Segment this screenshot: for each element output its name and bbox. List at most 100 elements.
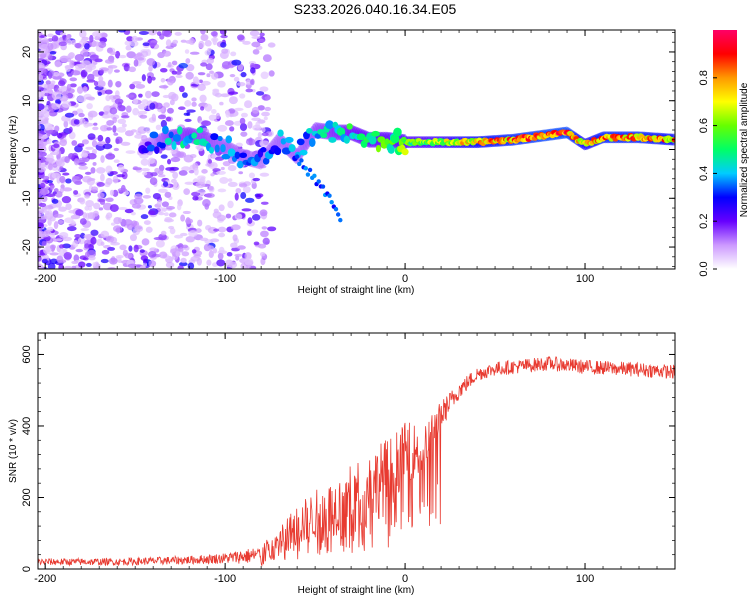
heatmap-ridge-cell (262, 157, 270, 165)
heatmap-noise-cell (69, 60, 75, 69)
heatmap-noise-cell (248, 172, 256, 179)
heatmap-branch-cell (312, 173, 317, 179)
heatmap-noise-cell (237, 34, 245, 41)
colorbar-tick-label: 0.8 (698, 70, 710, 85)
heatmap-noise-cell (154, 102, 163, 110)
heatmap-noise-cell (64, 112, 75, 118)
heatmap-noise-cell (140, 50, 149, 58)
heatmap-noise-cell (260, 201, 269, 205)
heatmap-noise-cell (233, 76, 240, 82)
y-tick-label: 0 (21, 566, 33, 572)
colorbar-tick-label: 0.4 (698, 166, 710, 181)
heatmap-noise-cell (116, 174, 126, 178)
heatmap-noise-cell (133, 55, 143, 60)
heatmap-noise-cell (198, 79, 203, 83)
heatmap-noise-cell (116, 126, 127, 133)
heatmap-noise-cell (248, 137, 253, 146)
heatmap-noise-cell (79, 218, 87, 225)
heatmap-noise-cell (207, 226, 218, 234)
heatmap-noise-cell (47, 71, 53, 79)
heatmap-noise-cell (151, 91, 160, 97)
heatmap-noise-cell (156, 200, 163, 206)
heatmap-branch-cell (299, 158, 304, 163)
heatmap-noise-cell (107, 79, 113, 88)
heatmap-noise-cell (172, 39, 179, 45)
heatmap-noise-cell (124, 40, 132, 46)
y-tick-label: -10 (21, 190, 33, 206)
heatmap-noise-cell (58, 41, 67, 47)
heatmap-ridge-cell (320, 132, 328, 139)
heatmap-noise-cell (238, 183, 248, 188)
heatmap-noise-cell (208, 185, 214, 191)
heatmap-noise-cell (250, 78, 255, 86)
heatmap-noise-cell (62, 91, 68, 95)
heatmap-noise-cell (118, 105, 126, 112)
heatmap-noise-cell (38, 202, 47, 208)
heatmap-noise-cell (263, 116, 268, 121)
heatmap-noise-cell (207, 245, 215, 251)
heatmap-noise-cell (45, 193, 56, 198)
heatmap-noise-cell (247, 217, 253, 224)
heatmap-noise-cell (221, 48, 229, 54)
heatmap-noise-cell (212, 88, 220, 93)
heatmap-noise-cell (238, 171, 244, 175)
heatmap-ridge-cell (159, 142, 166, 149)
heatmap-noise-cell (92, 262, 97, 267)
heatmap-ridge-cell (325, 120, 334, 130)
heatmap-noise-cell (112, 125, 117, 133)
heatmap-noise-cell (220, 34, 228, 39)
heatmap-noise-cell (82, 175, 92, 183)
heatmap-noise-cell (134, 225, 144, 232)
heatmap-ridge-cell (162, 125, 169, 135)
heatmap-noise-cell (119, 244, 127, 251)
heatmap-noise-cell (89, 34, 94, 43)
heatmap-noise-cell (210, 31, 218, 37)
heatmap-noise-cell (257, 105, 265, 111)
heatmap-noise-cell (143, 258, 148, 264)
heatmap-noise-cell (191, 97, 197, 102)
heatmap-noise-cell (60, 184, 65, 189)
heatmap-noise-cell (147, 205, 152, 209)
heatmap-noise-cell (140, 158, 149, 166)
heatmap-noise-cell (58, 263, 64, 269)
heatmap-noise-cell (224, 259, 234, 268)
heatmap-noise-cell (184, 49, 190, 54)
heatmap-noise-cell (150, 172, 158, 177)
heatmap-noise-cell (220, 93, 230, 98)
heatmap-noise-cell (112, 95, 121, 100)
heatmap-noise-cell (69, 83, 77, 88)
heatmap-noise-cell (175, 74, 183, 78)
heatmap-noise-cell (58, 86, 67, 92)
heatmap-noise-cell (138, 93, 143, 98)
heatmap-noise-cell (131, 203, 142, 209)
heatmap-noise-cell (236, 245, 246, 250)
heatmap-noise-cell (89, 54, 99, 61)
heatmap-noise-cell (158, 164, 165, 172)
heatmap-noise-cell (47, 180, 53, 184)
heatmap-noise-cell (130, 211, 136, 216)
heatmap-noise-cell (130, 129, 137, 133)
heatmap-noise-cell (178, 170, 188, 176)
heatmap-noise-cell (174, 234, 184, 239)
heatmap-noise-cell (44, 157, 55, 162)
heatmap-noise-cell (43, 210, 48, 214)
heatmap-noise-cell (110, 222, 116, 226)
heatmap-noise-cell (228, 64, 234, 69)
heatmap-branch-cell (307, 167, 313, 173)
heatmap-noise-cell (38, 116, 44, 121)
heatmap-noise-cell (156, 31, 162, 36)
heatmap-noise-cell (129, 83, 136, 90)
heatmap-noise-cell (262, 54, 272, 63)
heatmap-noise-cell (105, 235, 115, 243)
heatmap-ridge-cell (346, 123, 353, 130)
heatmap-noise-cell (160, 230, 167, 236)
heatmap-noise-cell (251, 41, 261, 48)
heatmap-noise-cell (247, 121, 253, 129)
heatmap-noise-cell (182, 210, 191, 215)
heatmap-noise-cell (244, 258, 254, 266)
heatmap-noise-cell (133, 59, 139, 67)
heatmap-noise-cell (60, 95, 67, 100)
heatmap-ridge-cell (239, 152, 248, 159)
heatmap-noise-cell (165, 116, 172, 122)
heatmap-noise-cell (157, 114, 167, 120)
